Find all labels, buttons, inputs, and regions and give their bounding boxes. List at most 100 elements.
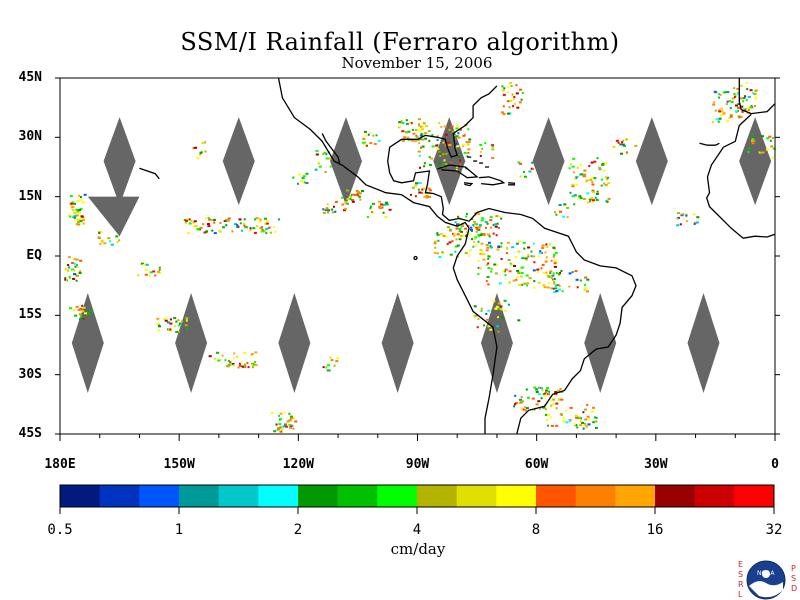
rain-pixel [216, 351, 219, 354]
rain-pixel [494, 272, 498, 275]
rain-pixel [735, 104, 738, 107]
rain-pixel [521, 92, 524, 94]
rain-pixel [72, 270, 75, 272]
rain-pixel [481, 147, 484, 150]
rain-pixel [771, 156, 774, 159]
rain-pixel [751, 133, 754, 136]
rain-pixel [421, 191, 424, 194]
rain-pixel [333, 205, 335, 208]
rain-pixel [501, 85, 504, 88]
rain-pixel [64, 267, 67, 270]
rain-pixel [482, 253, 486, 256]
rain-pixel [487, 309, 491, 312]
rain-pixel [442, 153, 445, 156]
rain-pixel [493, 263, 497, 266]
rain-pixel [772, 137, 774, 139]
rain-pixel [79, 318, 81, 321]
rain-pixel [467, 254, 470, 257]
rain-pixel [326, 369, 330, 372]
rain-pixel [232, 364, 235, 367]
rain-pixel [548, 282, 551, 285]
rain-pixel [346, 189, 349, 192]
rain-pixel [497, 227, 500, 229]
rain-pixel [591, 183, 595, 186]
rain-pixel [192, 147, 195, 150]
rain-pixel [480, 310, 483, 312]
colorbar [59, 484, 775, 514]
rain-pixel [460, 234, 464, 237]
rain-pixel [435, 252, 439, 255]
rain-pixel [545, 271, 548, 274]
rain-pixel [559, 388, 562, 391]
rain-pixel [446, 226, 450, 228]
no-data-gap [278, 293, 311, 394]
rain-pixel [288, 412, 291, 415]
rain-pixel [301, 177, 305, 180]
coast-galapagos [413, 255, 418, 261]
rain-pixel [481, 217, 485, 220]
rain-pixel [67, 264, 70, 266]
rain-pixel [400, 120, 403, 123]
rain-pixel [553, 262, 557, 265]
rain-pixel [530, 255, 533, 258]
rain-pixel [420, 146, 422, 149]
rain-pixel [518, 283, 522, 286]
rain-pixel [74, 314, 78, 317]
rain-pixel [553, 259, 557, 262]
rain-pixel [726, 91, 730, 93]
rain-pixel [441, 162, 445, 165]
rain-pixel [476, 227, 478, 230]
rain-pixel [583, 288, 587, 291]
rain-pixel [761, 135, 764, 138]
rain-pixel [521, 257, 525, 260]
rain-pixel [417, 118, 421, 121]
rain-pixel [721, 110, 724, 113]
rain-pixel [326, 208, 329, 211]
rain-pixel [507, 303, 510, 306]
rain-pixel [234, 223, 237, 226]
rain-pixel [208, 218, 212, 221]
rain-pixel [584, 418, 588, 421]
rain-pixel [329, 356, 332, 359]
rain-pixel [747, 95, 751, 98]
rain-pixel [516, 402, 519, 405]
rain-pixel [509, 99, 513, 102]
rain-pixel [573, 423, 576, 426]
rain-pixel [442, 235, 446, 237]
rain-pixel [580, 417, 583, 420]
rain-pixel [377, 139, 381, 142]
rain-pixel [385, 203, 389, 206]
rain-pixel [249, 227, 252, 230]
rain-pixel [74, 265, 77, 268]
colorbar-swatch [60, 485, 100, 507]
rain-pixel [525, 274, 529, 277]
rain-pixel [435, 144, 439, 147]
rain-pixel [448, 144, 452, 146]
rain-pixel [512, 279, 516, 282]
rain-pixel [428, 139, 431, 142]
no-data-gap [103, 117, 136, 206]
rain-pixel [513, 96, 516, 98]
rain-pixel [604, 184, 608, 187]
no-data-gap [584, 293, 617, 394]
rain-pixel [555, 213, 558, 216]
rain-pixel [572, 171, 575, 174]
rain-pixel [334, 210, 337, 213]
rain-pixel [596, 157, 599, 160]
rain-pixel [431, 145, 435, 148]
rain-pixel [421, 188, 424, 191]
rain-pixel [454, 245, 458, 248]
lat-label: 45N [18, 70, 42, 85]
rain-pixel [378, 200, 381, 203]
rain-pixel [418, 123, 420, 126]
rain-pixel [559, 413, 563, 416]
colorbar-label: 16 [646, 522, 664, 538]
rain-pixel [584, 408, 587, 411]
rain-pixel [455, 127, 459, 130]
rain-pixel [116, 241, 119, 244]
rain-pixel [749, 89, 753, 92]
rain-pixel [265, 232, 268, 235]
rain-pixel [540, 267, 543, 270]
rain-pixel [722, 91, 726, 94]
rain-pixel [736, 92, 740, 95]
